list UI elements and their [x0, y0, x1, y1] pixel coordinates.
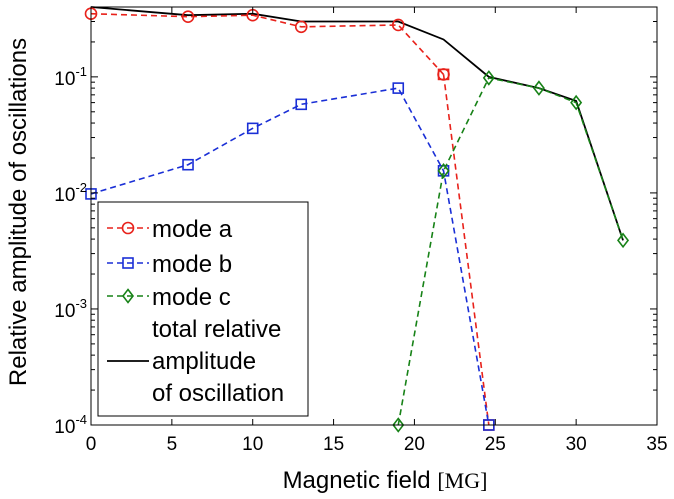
- data-point-square: [295, 98, 308, 111]
- series-line: [90, 12, 445, 75]
- x-tick-label: 0: [86, 434, 97, 455]
- data-point-circle: [391, 18, 405, 32]
- plot-frame: [90, 6, 658, 426]
- x-tick-label: 10: [242, 434, 263, 455]
- data-point-diamond: [482, 70, 495, 86]
- legend-box: [97, 201, 309, 417]
- x-axis-label: Magnetic field [MG]: [283, 467, 488, 494]
- y-tick-label: 10-4: [54, 412, 87, 438]
- y-tick-label: 10-1: [54, 64, 87, 90]
- legend-label-total-line1: total relative: [152, 316, 281, 343]
- legend: mode a mode b mode c total relative ampl…: [97, 201, 309, 417]
- series-mode-c: [392, 70, 630, 433]
- x-tick-label: 25: [485, 434, 506, 455]
- legend-label-mode-b: mode b: [152, 251, 232, 278]
- series-line: [442, 74, 490, 426]
- legend-label-total-line2: amplitude: [152, 348, 256, 375]
- data-point-circle: [181, 10, 195, 23]
- series-line: [397, 76, 624, 426]
- data-point-circle: [294, 20, 308, 34]
- legend-label-mode-c: mode c: [152, 284, 231, 311]
- legend-marker-circle: [121, 221, 135, 235]
- data-point-square: [246, 122, 259, 135]
- y-tick-label: 10-2: [54, 180, 87, 206]
- x-tick-label: 5: [167, 434, 178, 455]
- legend-label-mode-a: mode a: [152, 216, 233, 243]
- data-point-diamond: [437, 163, 450, 179]
- legend-marker-square: [122, 257, 134, 269]
- tick-layer: 0 5 10 15 20 25 30 35 10-4 10-3 10-2 10-1: [54, 6, 668, 455]
- legend-marker-diamond: [121, 288, 135, 304]
- data-point-diamond: [570, 94, 583, 111]
- x-tick-label: 35: [646, 434, 667, 455]
- data-point-diamond: [617, 232, 630, 249]
- y-tick-label: 10-3: [54, 296, 87, 322]
- x-tick-label: 20: [404, 434, 425, 455]
- x-axis-label-text: Magnetic field: [283, 467, 431, 494]
- x-axis-unit: [MG]: [437, 468, 487, 493]
- series-mode-a: [84, 7, 450, 81]
- data-point-square: [392, 82, 405, 94]
- series-line: [90, 87, 490, 426]
- data-point-diamond: [392, 417, 405, 433]
- legend-label-total-line3: of oscillation: [152, 380, 284, 407]
- x-tick-label: 15: [323, 434, 344, 455]
- data-point-square: [182, 158, 194, 171]
- x-tick-label: 30: [566, 434, 587, 455]
- data-point-square: [437, 68, 450, 81]
- data-point-diamond: [532, 80, 545, 96]
- y-axis-label: Relative amplitude of oscillations: [5, 38, 32, 386]
